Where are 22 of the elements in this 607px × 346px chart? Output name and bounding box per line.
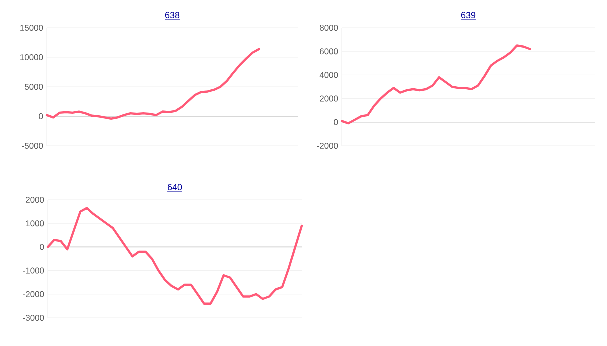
y-tick-label: 8000 [320, 25, 338, 31]
y-tick-label: -3000 [23, 315, 44, 321]
y-tick-label: 15000 [20, 25, 44, 31]
y-tick-label: 2000 [26, 197, 44, 203]
chart-title: 640 [168, 184, 182, 191]
y-tick-label: 6000 [320, 48, 338, 55]
y-tick-label: 0 [334, 119, 338, 126]
y-tick-label: 0 [39, 114, 44, 120]
line-series [46, 48, 260, 120]
y-tick-label: 0 [40, 244, 44, 250]
y-tick-label: -2000 [23, 291, 44, 298]
chart-title: 639 [461, 12, 476, 19]
y-tick-label: 2000 [320, 96, 338, 102]
y-tick-label: -2000 [317, 143, 338, 149]
chart-title: 638 [165, 12, 180, 19]
y-tick-label: -1000 [23, 268, 44, 274]
y-tick-label: 4000 [320, 72, 338, 78]
y-tick-label: 1000 [26, 220, 44, 227]
y-tick-label: 10000 [20, 54, 44, 60]
line-series [340, 44, 532, 125]
y-tick-label: 5000 [24, 84, 44, 90]
y-tick-label: -5000 [22, 143, 44, 149]
